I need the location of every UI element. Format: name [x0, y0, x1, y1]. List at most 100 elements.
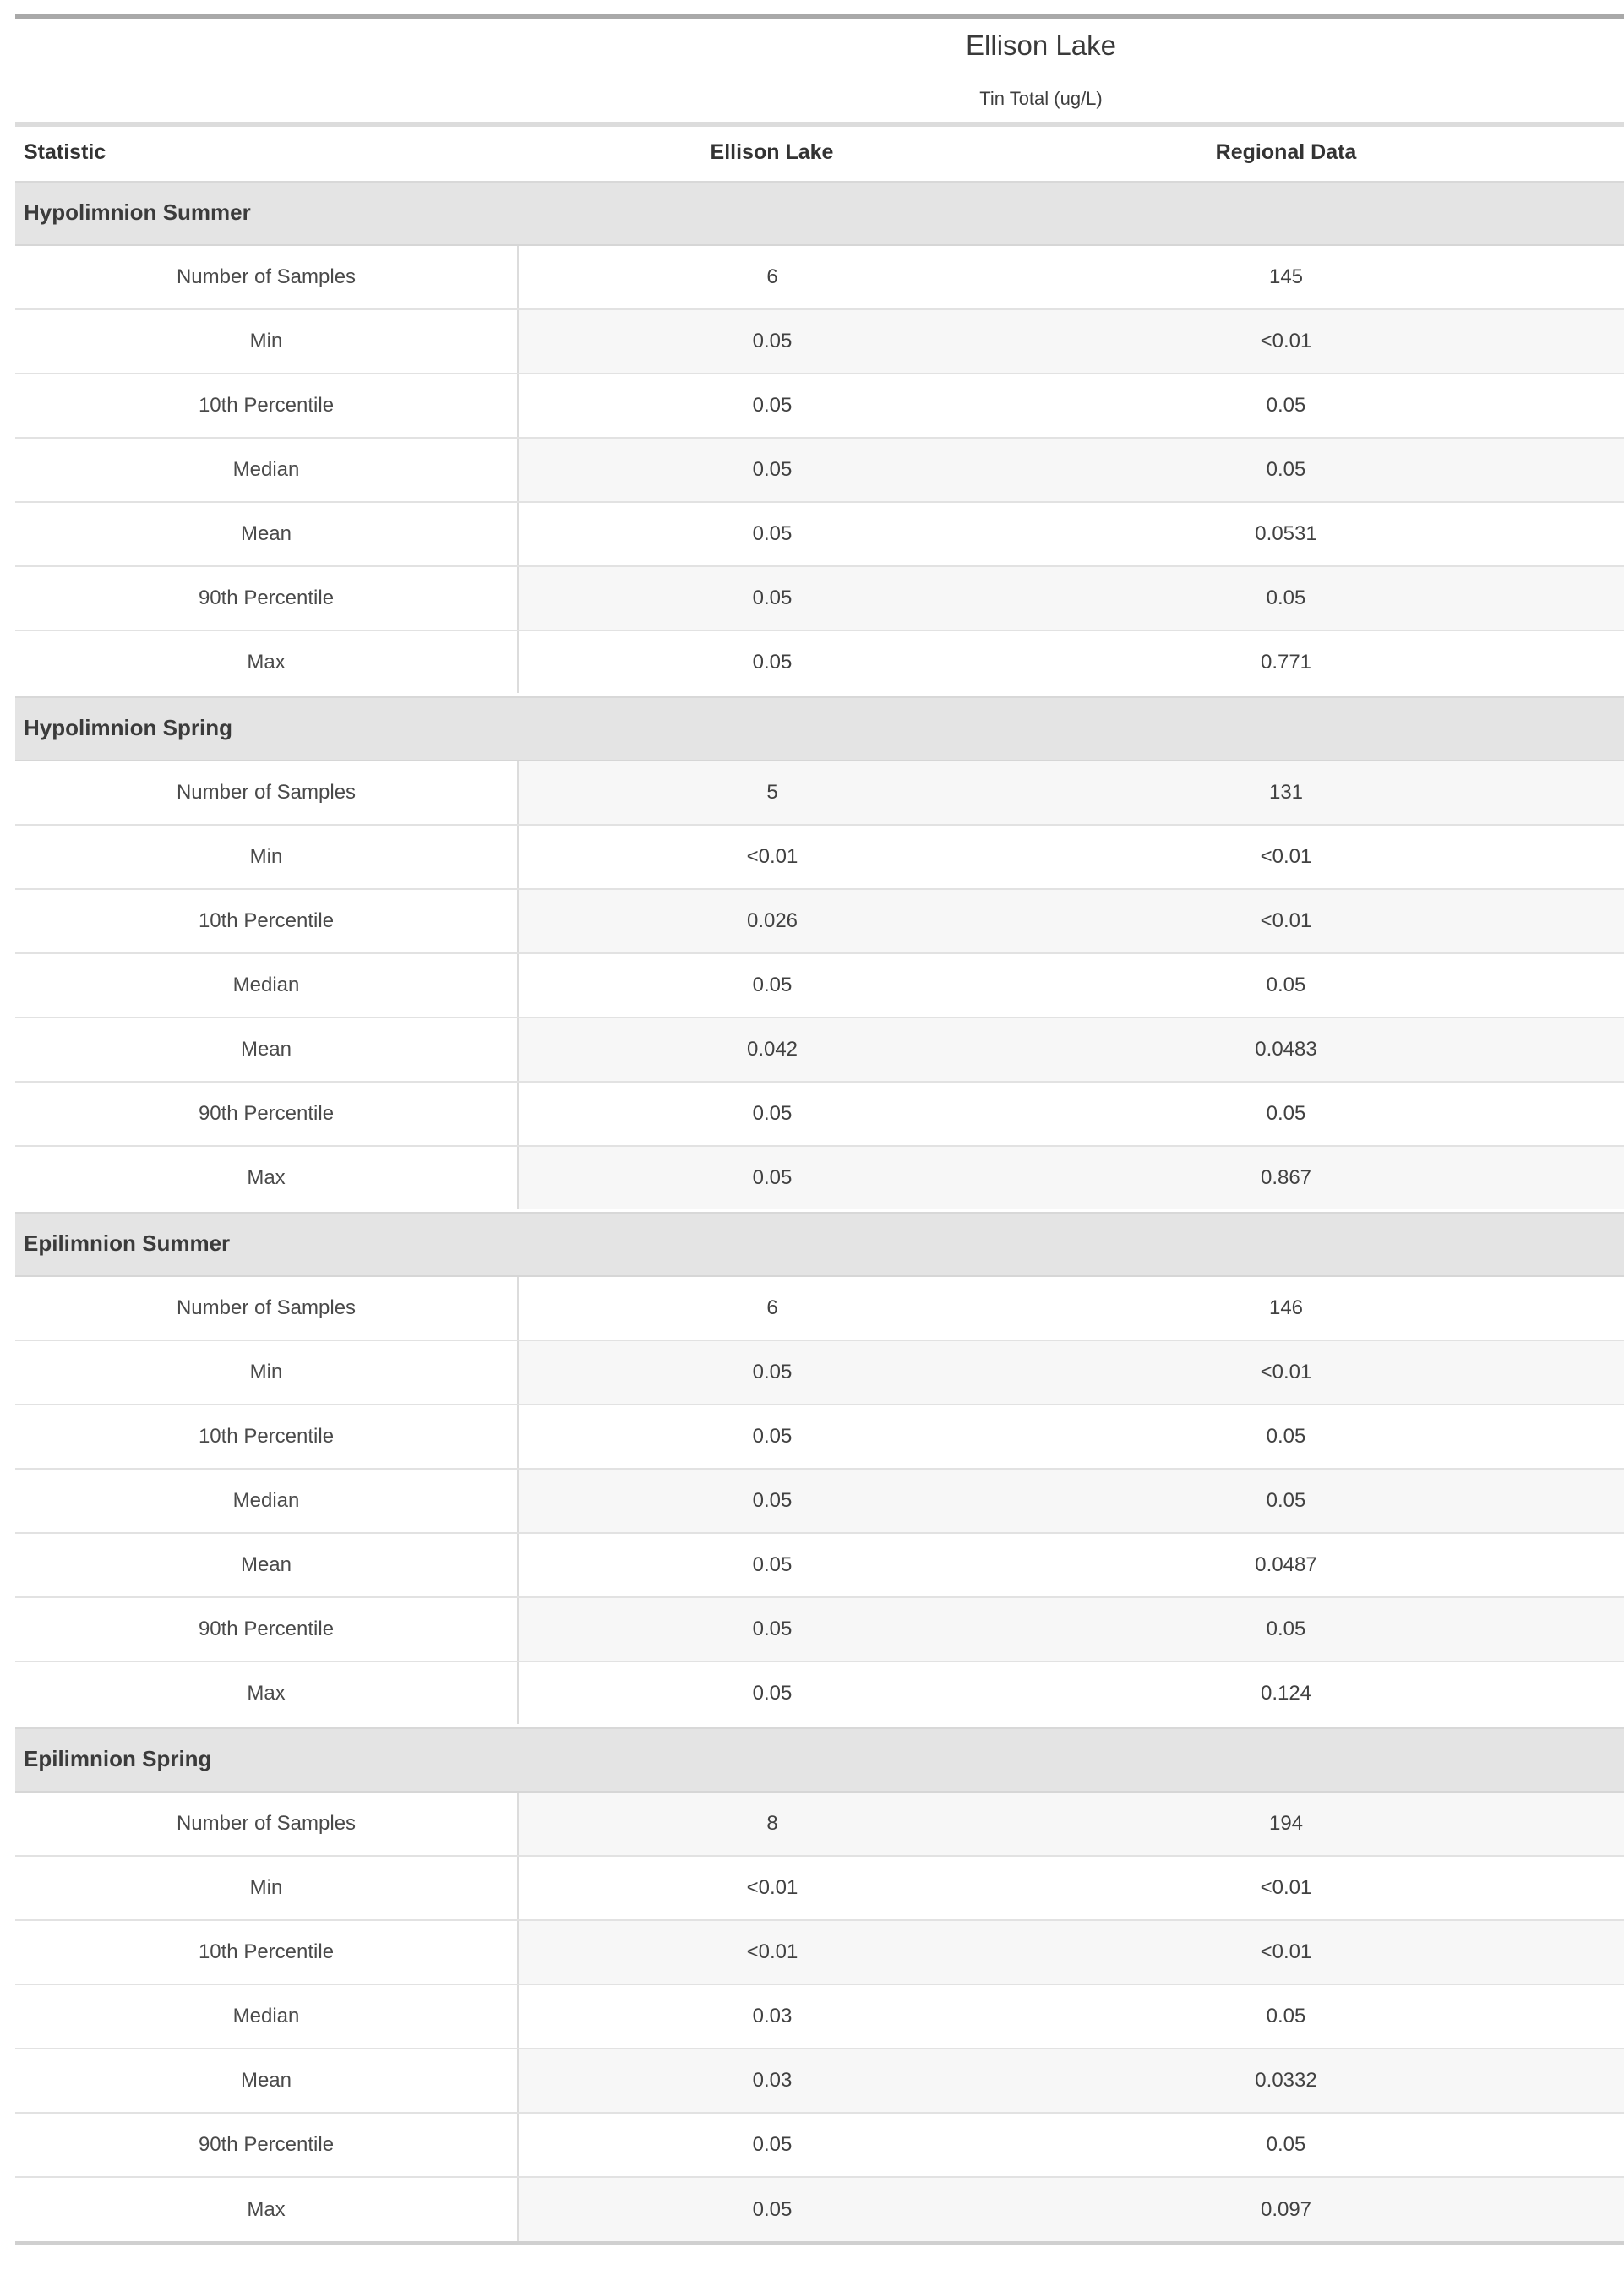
section-header-row: Epilimnion Spring: [15, 1724, 1624, 1793]
table-row: 90th Percentile 0.05 0.05: [15, 1082, 1624, 1147]
section-title: Epilimnion Summer: [15, 1209, 1624, 1277]
empty-cell: [1546, 245, 1624, 310]
lake-value: 8: [518, 1792, 1026, 1857]
stat-label: Number of Samples: [15, 245, 519, 310]
lake-value: 6: [518, 1276, 1026, 1341]
regional-value: 0.05: [1026, 374, 1546, 439]
table-row: Median 0.03 0.05: [15, 1984, 1624, 2049]
stat-label: Max: [15, 1146, 519, 1211]
table-row: Median 0.05 0.05: [15, 1469, 1624, 1534]
stat-label: 90th Percentile: [15, 1597, 519, 1662]
header-divider: [15, 122, 1624, 127]
lake-value: 0.05: [518, 1405, 1026, 1470]
regional-value: 0.05: [1026, 1405, 1546, 1470]
section-epilimnion-summer: Epilimnion Summer Number of Samples 6 14…: [15, 1209, 1624, 1727]
stat-label: 10th Percentile: [15, 374, 519, 439]
regional-value: 0.05: [1026, 566, 1546, 631]
stat-label: Min: [15, 1856, 519, 1921]
empty-cell: [1546, 889, 1624, 954]
lake-value: 0.05: [518, 438, 1026, 503]
lake-value: 0.03: [518, 1984, 1026, 2049]
empty-cell: [1546, 1018, 1624, 1083]
lake-value: 0.05: [518, 1662, 1026, 1727]
regional-value: 131: [1026, 761, 1546, 826]
empty-cell: [1546, 1340, 1624, 1405]
empty-cell: [1546, 1146, 1624, 1211]
stat-label: 10th Percentile: [15, 889, 519, 954]
stat-label: Mean: [15, 1533, 519, 1598]
stat-label: Mean: [15, 1018, 519, 1083]
lake-value: <0.01: [518, 1856, 1026, 1921]
table-row: Min 0.05 <0.01: [15, 309, 1624, 374]
lake-value: 0.05: [518, 1469, 1026, 1534]
regional-value: <0.01: [1026, 1340, 1546, 1405]
regional-value: 0.05: [1026, 953, 1546, 1018]
section-hypolimnion-summer: Hypolimnion Summer Number of Samples 6 1…: [15, 177, 1624, 696]
table-row: Number of Samples 5 131: [15, 761, 1624, 826]
section-title: Epilimnion Spring: [15, 1724, 1624, 1793]
regional-value: <0.01: [1026, 1920, 1546, 1985]
lake-value: 0.05: [518, 502, 1026, 567]
table-row: Median 0.05 0.05: [15, 953, 1624, 1018]
regional-value: <0.01: [1026, 825, 1546, 890]
page-subtitle: Tin Total (ug/L): [979, 88, 1103, 109]
regional-value: <0.01: [1026, 889, 1546, 954]
lake-value: 0.05: [518, 1597, 1026, 1662]
empty-cell: [1546, 309, 1624, 374]
lake-value: <0.01: [518, 825, 1026, 890]
table-row: Max 0.05 0.771: [15, 630, 1624, 696]
stat-label: 10th Percentile: [15, 1920, 519, 1985]
statistics-table: Statistic Ellison Lake Regional Data Hyp…: [15, 127, 1624, 2241]
section-title: Hypolimnion Spring: [15, 693, 1624, 761]
page-title: Ellison Lake: [966, 30, 1116, 61]
section-epilimnion-spring: Epilimnion Spring Number of Samples 8 19…: [15, 1724, 1624, 2241]
lake-value: 0.05: [518, 2177, 1026, 2241]
empty-cell: [1546, 2113, 1624, 2178]
lake-value: 0.05: [518, 374, 1026, 439]
section-title: Hypolimnion Summer: [15, 177, 1624, 246]
table-row: 90th Percentile 0.05 0.05: [15, 1597, 1624, 1662]
stat-label: 90th Percentile: [15, 566, 519, 631]
regional-value: 145: [1026, 245, 1546, 310]
empty-cell: [1546, 566, 1624, 631]
table-row: Mean 0.05 0.0531: [15, 502, 1624, 567]
stat-label: 90th Percentile: [15, 1082, 519, 1147]
empty-cell: [1546, 1920, 1624, 1985]
lake-value: 0.05: [518, 1082, 1026, 1147]
stat-label: Number of Samples: [15, 761, 519, 826]
lake-value: 0.042: [518, 1018, 1026, 1083]
empty-cell: [1546, 374, 1624, 439]
empty-cell: [1546, 1082, 1624, 1147]
table-header: Statistic Ellison Lake Regional Data: [15, 127, 1624, 179]
stat-label: Median: [15, 1984, 519, 2049]
stat-label: Max: [15, 2177, 519, 2241]
regional-value: 0.05: [1026, 1082, 1546, 1147]
bottom-divider-bar: [15, 2241, 1624, 2245]
column-header-statistic: Statistic: [24, 139, 106, 164]
lake-value: 0.03: [518, 2049, 1026, 2114]
table-row: Min <0.01 <0.01: [15, 825, 1624, 890]
stat-label: Median: [15, 1469, 519, 1534]
empty-cell: [1546, 1597, 1624, 1662]
table-row: Number of Samples 6 146: [15, 1276, 1624, 1341]
stat-label: Median: [15, 953, 519, 1018]
regional-value: 0.05: [1026, 1469, 1546, 1534]
lake-value: 0.05: [518, 1533, 1026, 1598]
lake-value: 0.05: [518, 1340, 1026, 1405]
regional-value: 0.05: [1026, 438, 1546, 503]
regional-value: 0.0332: [1026, 2049, 1546, 2114]
stat-label: Number of Samples: [15, 1792, 519, 1857]
regional-value: 0.05: [1026, 2113, 1546, 2178]
empty-cell: [1546, 1662, 1624, 1727]
empty-cell: [1546, 1533, 1624, 1598]
column-header-ellison-lake: Ellison Lake: [710, 139, 834, 164]
stat-label: Number of Samples: [15, 1276, 519, 1341]
table-row: 10th Percentile <0.01 <0.01: [15, 1920, 1624, 1985]
stat-label: Min: [15, 825, 519, 890]
report-header: Ellison Lake Tin Total (ug/L): [15, 29, 1624, 110]
regional-value: 146: [1026, 1276, 1546, 1341]
table-row: Number of Samples 6 145: [15, 245, 1624, 310]
column-header-regional-data: Regional Data: [1215, 139, 1357, 164]
regional-value: 0.867: [1026, 1146, 1546, 1211]
